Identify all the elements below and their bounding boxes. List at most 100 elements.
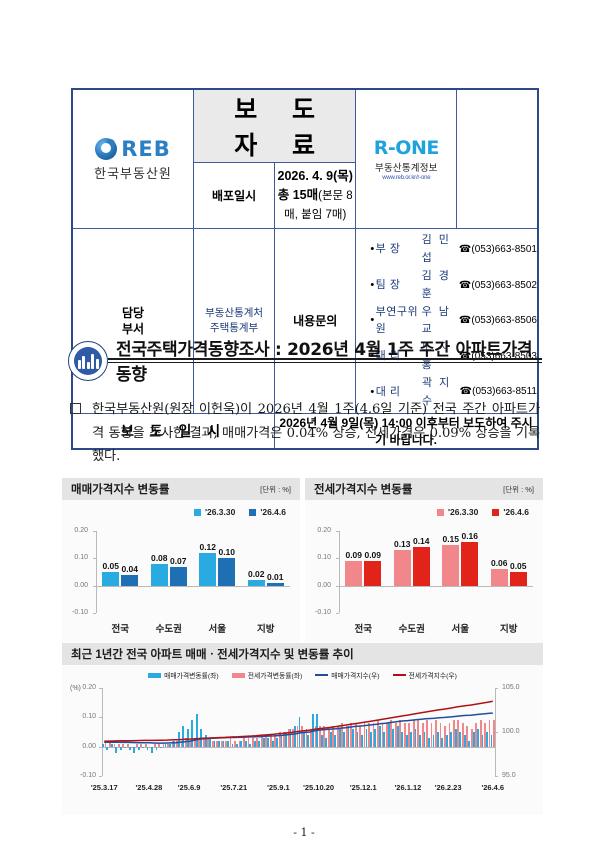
x-axis-label: 수도권: [155, 624, 182, 635]
bullet-icon: •: [370, 385, 375, 398]
square-bullet-icon: [70, 403, 81, 414]
chart3-legend: 매매가격변동률(좌) 전세가격변동률(좌) 매매가격지수(우) 전세가격지수(우): [62, 665, 543, 680]
contact-name: 김 민 섭: [421, 234, 451, 265]
phone-icon: ☎: [459, 386, 473, 398]
legend-label: '26.3.30: [447, 507, 479, 517]
contact-role: 대 리: [375, 385, 401, 398]
bar-value-label: 0.09: [364, 550, 382, 561]
dept-label-line2: 부서: [121, 322, 145, 337]
summary-paragraph: 한국부동산원(원장 이헌욱)이 2026년 4월 1주(4.6일 기준) 전국 …: [70, 398, 540, 469]
section-divider: [108, 358, 542, 363]
bar: [356, 732, 359, 747]
x-axis-label: 서울: [451, 624, 469, 635]
bar: [266, 582, 284, 586]
bar: [459, 732, 462, 747]
y-tick: [336, 558, 339, 560]
contact-tel: ☎(053)663-8503: [458, 350, 537, 362]
bar: [153, 743, 156, 747]
bar: [118, 743, 120, 747]
bar-value-label: 0.14: [412, 536, 430, 547]
bar: [481, 734, 484, 747]
bar: [222, 740, 225, 747]
bar: [218, 740, 220, 747]
y-tick-right: [495, 732, 498, 733]
chart1-legend-item-0: '26.3.30: [193, 507, 235, 517]
bullet-icon: •: [370, 243, 375, 256]
contact-row: • 부연구위원 우 남 교 ☎(053)663-8506: [370, 304, 537, 340]
y-tick-right: [495, 688, 498, 689]
bar: [121, 574, 139, 586]
y-tick-label: 0.00: [317, 581, 331, 589]
bar: [122, 743, 125, 747]
document-title-cell: 보 도 자 료: [192, 88, 357, 163]
y-tick-label: 0.20: [74, 527, 88, 534]
bar: [486, 732, 488, 747]
bar: [199, 552, 217, 586]
bar: [419, 734, 421, 747]
zero-baseline: [96, 585, 290, 587]
bar: [490, 569, 508, 586]
bar: [126, 743, 129, 747]
bar: [253, 740, 256, 747]
legend-label: 전세가격지수(우): [408, 673, 457, 680]
release-time-label: 보 도 일 시: [71, 413, 276, 450]
x-axis-label: '25.3.17: [90, 783, 118, 792]
bar-value-label: 0.16: [461, 530, 479, 541]
bar: [445, 734, 448, 747]
distribution-label: 배포일시: [192, 161, 276, 230]
y-tick-label: 0.10: [74, 554, 88, 562]
bar-value-label: 0.09: [345, 550, 363, 561]
bar: [463, 734, 466, 747]
bar: [285, 732, 287, 747]
bar: [338, 729, 341, 747]
bar: [307, 734, 310, 747]
y-tick-label: -0.10: [315, 609, 331, 616]
chart2-plot: 0.20 0.10 0.00 -0.10 0.09 0.09 전국 0.13 0.14 수도권 0.…: [305, 517, 543, 639]
bar: [218, 558, 236, 586]
bar: [280, 734, 283, 747]
chart1-title: 매매가격지수 변동률: [71, 484, 170, 496]
bar: [155, 746, 158, 750]
rone-logo-cell: R-ONE 부동산통계정보 www.reb.or.kr/r-one: [355, 88, 458, 230]
y-tick: [93, 613, 96, 614]
y-tick-label: 0.10: [317, 554, 331, 562]
phone-icon: ☎: [458, 315, 472, 327]
y-tick: [336, 531, 339, 532]
reb-korean-name: 한국부동산원: [94, 165, 172, 181]
bar: [316, 714, 319, 747]
bar: [191, 720, 194, 747]
phone-icon: ☎: [458, 243, 472, 255]
section-heading: 전국주택가격동향조사 : 2026년 4월 1주 주간 아파트가격 동향: [68, 335, 542, 387]
contact-row: • 부 장 김 민 섭 ☎(053)663-8501: [370, 232, 537, 268]
dept-label-line1: 담당: [121, 306, 145, 321]
bar: [240, 740, 243, 747]
dept-label: 담당 부서: [71, 228, 194, 415]
x-axis-label: 서울: [208, 624, 226, 635]
bar-value-label: 0.08: [150, 552, 168, 563]
bar: [454, 729, 457, 747]
bar: [387, 723, 390, 747]
bar-value-label: 0.10: [218, 547, 236, 558]
bar: [361, 734, 363, 747]
y-axis-left: [102, 688, 103, 776]
chart1-legend: '26.3.30 '26.4.6: [62, 500, 300, 517]
bar: [329, 732, 332, 747]
bar: [131, 746, 134, 748]
bar: [393, 550, 411, 586]
x-axis-label: '26.2.23: [434, 783, 462, 792]
bar-value-label: 0.05: [102, 561, 120, 571]
legend-swatch: [193, 508, 201, 516]
bar-value-label: 0.01: [266, 571, 284, 582]
bar: [249, 743, 252, 747]
bar: [412, 547, 430, 586]
legend-item: 전세가격지수(우): [392, 670, 457, 680]
x-axis-label: '26.4.6: [481, 783, 505, 792]
bar: [227, 740, 229, 747]
x-axis-label: '25.12.1: [349, 783, 377, 792]
distribution-pages-detail: (본문 8매, 붙임 7매): [284, 189, 353, 221]
legend-swatch: [436, 508, 444, 516]
bar: [169, 566, 187, 586]
y-tick-label-left: -0.10: [80, 772, 96, 779]
